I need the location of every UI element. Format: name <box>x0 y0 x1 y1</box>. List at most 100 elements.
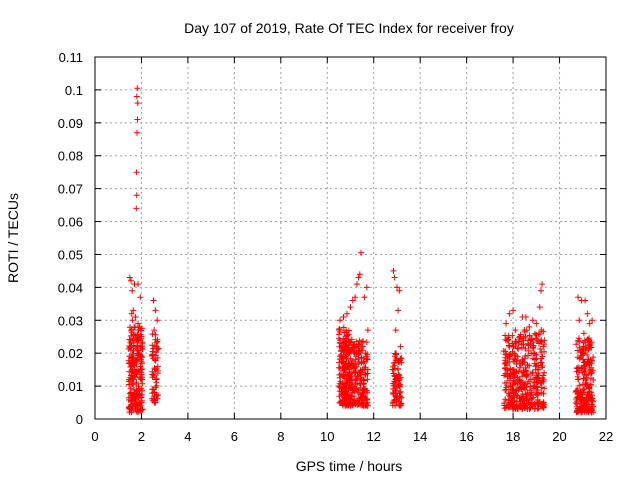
data-point <box>521 328 528 335</box>
y-tick-label: 0.01 <box>58 379 83 394</box>
data-point <box>526 387 533 394</box>
x-tick-label: 18 <box>506 429 520 444</box>
data-point <box>154 317 161 324</box>
data-point <box>519 373 525 380</box>
data-point <box>529 370 536 376</box>
data-point <box>347 304 354 311</box>
data-point <box>509 366 516 373</box>
data-point <box>575 408 581 415</box>
data-point <box>573 341 580 348</box>
data-point <box>396 393 403 399</box>
data-point <box>152 366 159 373</box>
data-point <box>583 372 590 379</box>
data-point <box>580 330 587 337</box>
data-point <box>358 339 365 346</box>
data-point <box>127 364 134 370</box>
data-point <box>346 366 353 373</box>
data-point <box>576 317 583 324</box>
data-point <box>517 331 524 338</box>
data-point <box>349 297 356 304</box>
data-point <box>509 340 516 347</box>
data-point <box>350 386 357 393</box>
data-point <box>582 297 589 304</box>
data-point <box>125 376 132 383</box>
data-point <box>127 385 134 392</box>
data-point <box>128 277 134 284</box>
y-tick-label: 0.03 <box>58 313 83 328</box>
data-point <box>363 284 370 291</box>
data-point <box>507 393 514 400</box>
data-point <box>510 406 516 413</box>
data-point <box>523 393 530 400</box>
data-point <box>134 100 141 107</box>
data-point <box>336 325 343 332</box>
data-point <box>361 294 368 301</box>
y-tick-label: 0.09 <box>58 116 83 131</box>
data-point <box>340 314 347 320</box>
data-point <box>128 332 134 339</box>
data-point <box>529 345 536 352</box>
data-point <box>539 363 546 369</box>
data-point <box>537 346 544 352</box>
data-point <box>391 373 398 380</box>
data-point <box>396 382 403 389</box>
data-point <box>526 323 533 330</box>
data-point <box>586 359 593 366</box>
data-point <box>354 402 361 409</box>
data-point <box>504 355 511 362</box>
data-point <box>533 355 540 362</box>
data-point <box>126 336 133 343</box>
plot-frame <box>94 56 607 420</box>
data-point <box>397 388 404 395</box>
data-point <box>537 359 544 366</box>
data-point <box>533 320 540 327</box>
data-point <box>590 354 597 361</box>
data-point <box>586 388 593 395</box>
data-point <box>541 348 548 355</box>
y-axis-label: ROTI / TECUs <box>5 193 21 283</box>
data-point <box>133 205 140 212</box>
x-tick-label: 10 <box>320 429 334 444</box>
data-point <box>580 356 586 363</box>
data-point <box>522 314 529 320</box>
data-point <box>361 377 368 384</box>
data-point <box>510 307 517 314</box>
data-point <box>575 393 582 400</box>
data-point <box>341 353 348 360</box>
data-point <box>360 376 367 383</box>
data-point <box>150 371 157 378</box>
data-point <box>135 320 141 327</box>
data-point <box>396 287 403 294</box>
data-point <box>537 338 544 345</box>
data-point <box>357 371 364 378</box>
data-point <box>338 342 345 349</box>
data-point <box>584 352 591 358</box>
data-point <box>137 363 144 370</box>
data-point <box>338 351 345 358</box>
x-tick-label: 2 <box>138 429 145 444</box>
data-point <box>510 380 517 387</box>
data-point <box>336 327 343 333</box>
data-point <box>151 389 158 396</box>
y-tick-label: 0.02 <box>58 346 83 361</box>
data-point <box>337 317 343 324</box>
data-point <box>588 396 595 402</box>
data-point <box>151 356 158 363</box>
data-point <box>149 331 156 338</box>
data-point <box>538 287 544 294</box>
data-point <box>580 363 587 370</box>
data-point <box>133 370 140 377</box>
data-point <box>513 370 520 377</box>
data-point <box>584 336 591 343</box>
data-point <box>583 399 590 406</box>
y-tick-label: 0.05 <box>58 247 83 262</box>
data-point <box>342 335 349 342</box>
data-point <box>398 400 405 407</box>
data-point <box>360 338 367 345</box>
data-point <box>136 400 143 407</box>
data-point <box>576 382 583 389</box>
y-tick-label: 0.07 <box>58 182 83 197</box>
data-point <box>126 274 133 281</box>
data-point <box>502 360 509 366</box>
data-point <box>540 328 547 335</box>
